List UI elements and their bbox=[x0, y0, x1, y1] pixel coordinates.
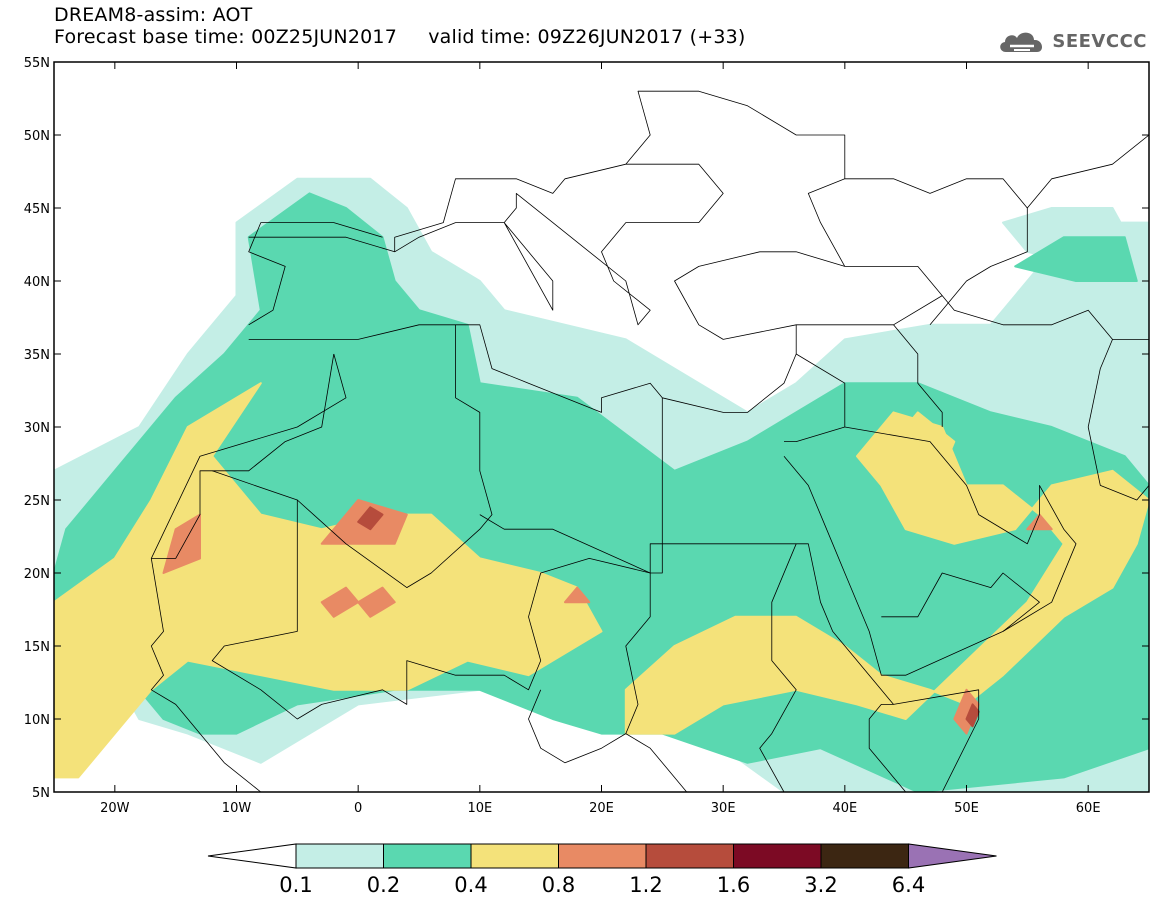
aot-region-0_8-4 bbox=[564, 586, 591, 604]
boundary-line-17 bbox=[1087, 339, 1149, 501]
seevccc-logo: SEEVCCC bbox=[996, 26, 1147, 56]
colorbar-label: 3.2 bbox=[804, 873, 837, 897]
boundary-line-21 bbox=[625, 90, 846, 179]
aot-region-0_4-1 bbox=[624, 411, 1149, 735]
boundary-line-1 bbox=[248, 222, 383, 326]
lat-tick-label: 15N bbox=[24, 640, 50, 655]
lat-tick-label: 55N bbox=[24, 56, 50, 71]
boundary-line-2 bbox=[248, 295, 1149, 413]
country-boundaries bbox=[150, 90, 1149, 792]
base-time-label: Forecast base time: 00Z25JUN2017 bbox=[54, 26, 397, 48]
colorbar-legend: 0.1 0.2 0.4 0.8 1.2 1.6 3.2 6.4 bbox=[207, 843, 997, 897]
lat-tick-label: 40N bbox=[24, 275, 50, 290]
boundary-line-20 bbox=[807, 134, 1149, 267]
colorbar-box-5 bbox=[733, 843, 822, 869]
lon-tick-label: 40E bbox=[832, 801, 857, 816]
lon-tick-label: 60E bbox=[1076, 801, 1101, 816]
lat-tick-label: 20N bbox=[24, 567, 50, 582]
boundary-line-15 bbox=[881, 572, 1040, 632]
colorbar-under-triangle bbox=[207, 843, 297, 869]
lat-tick-label: 50N bbox=[24, 129, 50, 144]
colorbar-label: 0.1 bbox=[279, 873, 312, 897]
lat-tick-label: 25N bbox=[24, 494, 50, 509]
aot-region-0_8-3 bbox=[357, 586, 396, 618]
aot-region-0_2-1 bbox=[1014, 236, 1138, 282]
colorbar-label: 0.4 bbox=[454, 873, 487, 897]
boundary-line-6 bbox=[297, 324, 493, 588]
colorbar-box-3 bbox=[558, 843, 647, 869]
boundary-line-11 bbox=[759, 543, 797, 792]
aot-region-0_8-6 bbox=[1026, 513, 1053, 531]
lon-tick-label: 0 bbox=[354, 801, 362, 816]
colorbar-box-4 bbox=[645, 843, 734, 869]
cloud-icon bbox=[1000, 32, 1043, 52]
lon-tick-label: 10W bbox=[222, 801, 252, 816]
colorbar-label: 1.2 bbox=[629, 873, 662, 897]
colorbar-box-0 bbox=[295, 843, 384, 869]
colorbar-over-triangle bbox=[908, 843, 997, 869]
colorbar-label: 0.2 bbox=[367, 873, 400, 897]
boundary-line-19 bbox=[674, 251, 943, 340]
time-info: Forecast base time: 00Z25JUN2017 valid t… bbox=[54, 26, 746, 48]
latitude-axis: 55N 50N 45N 40N 35N 30N 25N 20N 15N 10N 5N bbox=[24, 56, 1149, 801]
valid-time-label: valid time: 09Z26JUN2017 (+33) bbox=[428, 26, 746, 48]
colorbar-label: 6.4 bbox=[892, 873, 925, 897]
logo-text: SEEVCCC bbox=[1052, 30, 1147, 52]
colorbar-box-6 bbox=[820, 843, 909, 869]
boundary-line-10 bbox=[528, 689, 627, 764]
lon-tick-label: 20E bbox=[589, 801, 614, 816]
lon-tick-label: 10E bbox=[467, 801, 492, 816]
colorbar-box-1 bbox=[383, 843, 472, 869]
colorbar-label: 0.8 bbox=[542, 873, 575, 897]
lat-tick-label: 30N bbox=[24, 421, 50, 436]
lat-tick-label: 45N bbox=[24, 202, 50, 217]
longitude-axis: 20W 10W 0 10E 20E 30E 40E 50E 60E bbox=[100, 62, 1101, 816]
lat-tick-label: 5N bbox=[32, 786, 50, 801]
boundary-line-3 bbox=[150, 353, 347, 792]
map-title: DREAM8-assim: AOT bbox=[54, 4, 253, 26]
boundary-line-0 bbox=[248, 163, 724, 326]
lon-tick-label: 30E bbox=[711, 801, 736, 816]
boundary-line-14 bbox=[893, 324, 943, 427]
aot-region-1_2-0 bbox=[357, 506, 384, 531]
colorbar-box-2 bbox=[470, 843, 559, 869]
boundary-line-9 bbox=[650, 543, 663, 574]
boundary-line-5 bbox=[211, 470, 980, 792]
boundary-line-16 bbox=[868, 704, 943, 792]
boundary-line-7 bbox=[479, 514, 688, 792]
aot-region-0_4-2 bbox=[892, 411, 956, 472]
lat-tick-label: 10N bbox=[24, 713, 50, 728]
colorbar-label: 1.6 bbox=[717, 873, 750, 897]
boundary-line-18 bbox=[929, 208, 1028, 326]
lon-tick-label: 20W bbox=[100, 801, 130, 816]
boundary-line-13 bbox=[783, 426, 1077, 676]
lat-tick-label: 35N bbox=[24, 348, 50, 363]
boundary-line-4 bbox=[151, 353, 335, 559]
aot-field bbox=[54, 177, 1149, 792]
lon-tick-label: 50E bbox=[954, 801, 979, 816]
